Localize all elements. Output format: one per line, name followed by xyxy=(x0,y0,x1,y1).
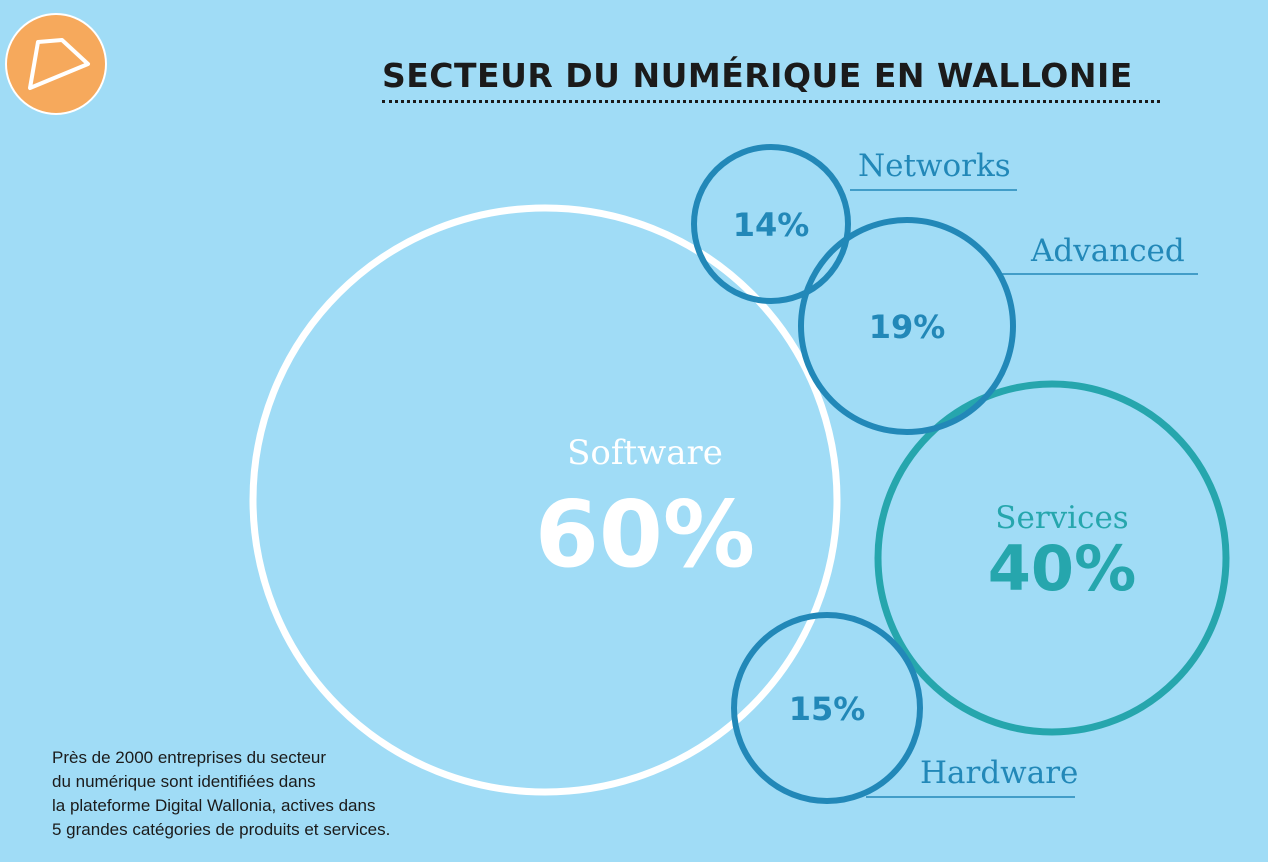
play-icon xyxy=(5,13,107,115)
title-underline xyxy=(382,100,1160,103)
label-networks: Networks xyxy=(858,148,1011,184)
label-services: Services xyxy=(995,500,1128,536)
value-hardware: 15% xyxy=(789,690,866,728)
value-networks: 14% xyxy=(733,206,810,244)
value-advanced: 19% xyxy=(869,308,946,346)
value-services: 40% xyxy=(988,532,1136,605)
bubble-advanced xyxy=(798,217,1016,435)
bubble-networks xyxy=(691,144,851,304)
footnote-line-2: du numérique sont identifiées dans xyxy=(52,772,316,791)
chart-title: SECTEUR DU NUMÉRIQUE EN WALLONIE xyxy=(382,56,1133,95)
footnote-line-4: 5 grandes catégories de produits et serv… xyxy=(52,820,391,839)
footnote-line-1: Près de 2000 entreprises du secteur xyxy=(52,748,327,767)
value-software: 60% xyxy=(535,481,755,588)
footnote-line-3: la plateforme Digital Wallonia, actives … xyxy=(52,796,376,815)
bubble-services xyxy=(874,380,1230,736)
label-hardware: Hardware xyxy=(920,755,1078,791)
play-logo xyxy=(4,12,108,121)
bubble-hardware xyxy=(731,612,923,804)
bubble-software xyxy=(249,204,841,796)
label-advanced: Advanced xyxy=(1030,233,1185,269)
footnote: Près de 2000 entreprises du secteur du n… xyxy=(52,746,390,842)
label-software: Software xyxy=(567,433,723,473)
